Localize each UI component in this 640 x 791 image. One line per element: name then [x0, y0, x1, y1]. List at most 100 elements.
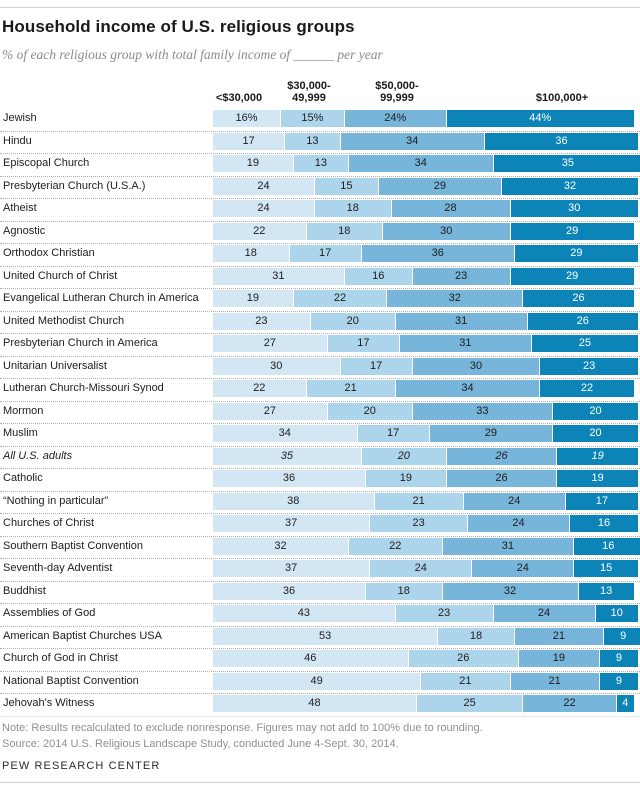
bar-segment: 29 — [510, 267, 634, 285]
bar-segment: 25 — [531, 335, 638, 352]
source-line: Source: 2014 U.S. Religious Landscape St… — [2, 738, 399, 750]
chart-row: American Baptist Churches USA 53 18 21 9 — [0, 627, 640, 651]
bar-segment: 16 — [574, 537, 640, 555]
bar-segment: 31 — [395, 312, 528, 330]
stacked-bar: 22 21 34 22 — [213, 380, 634, 397]
stacked-bar: 18 17 36 29 — [213, 245, 638, 262]
bar-segment: 48 — [213, 695, 417, 712]
row-label: United Church of Christ — [3, 269, 118, 282]
stacked-bar: 19 13 34 35 — [213, 155, 640, 172]
stacked-bar: 46 26 19 9 — [213, 650, 638, 667]
stacked-bar: 49 21 21 9 — [213, 672, 638, 690]
chart-subtitle: % of each religious group with total fam… — [2, 47, 383, 62]
bar-segment: 19 — [213, 290, 294, 307]
bar-segment: 22 — [213, 222, 307, 240]
top-divider — [0, 7, 640, 8]
chart-row: Churches of Christ 37 23 24 16 — [0, 515, 640, 538]
bar-segment: 29 — [378, 177, 502, 195]
bar-segment: 21 — [514, 627, 604, 645]
bar-segment: 36 — [361, 245, 515, 262]
chart-rows: Jewish 16% 15% 24% 44% Hindu 17 13 34 36 Episcopal… — [0, 110, 640, 718]
row-label: American Baptist Churches USA — [3, 629, 162, 642]
bar-segment: 17 — [565, 492, 638, 510]
chart-row: Muslim 34 17 29 20 — [0, 425, 640, 448]
row-label: Catholic — [3, 472, 43, 484]
bar-segment: 49 — [213, 672, 422, 690]
row-label: Presbyterian Church in America — [3, 337, 158, 349]
bar-segment: 21 — [374, 492, 464, 510]
row-label: Episcopal Church — [3, 157, 90, 169]
bar-segment: 19 — [366, 470, 447, 487]
bar-segment: 46 — [213, 650, 409, 667]
bar-segment: 22 — [349, 537, 443, 555]
bar-segment: 24 — [472, 560, 575, 577]
row-label: Seventh-day Adventist — [3, 562, 113, 574]
bar-segment: 29 — [429, 425, 553, 442]
stacked-bar: 22 18 30 29 — [213, 222, 634, 240]
bar-segment: 35 — [493, 155, 640, 172]
bar-segment: 43 — [213, 605, 396, 622]
row-label: Assemblies of God — [3, 607, 96, 619]
row-label: Unitarian Universalist — [3, 359, 107, 372]
stacked-bar: 36 18 32 13 — [213, 582, 634, 600]
bar-segment: 25 — [417, 695, 524, 712]
row-label: Agnostic — [3, 224, 46, 237]
bar-segment: 35 — [213, 447, 362, 465]
row-label: Evangelical Lutheran Church in America — [3, 292, 199, 304]
row-label: “Nothing in particular” — [3, 494, 109, 507]
bar-segment: 13 — [293, 155, 349, 172]
column-headers: <$30,000 $30,000- 49,999 $50,000- 99,999 $100… — [0, 78, 640, 104]
bar-segment: 37 — [213, 560, 371, 577]
row-label: Jewish — [3, 112, 37, 124]
bar-segment: 16 — [570, 515, 638, 532]
bar-segment: 9 — [599, 650, 638, 667]
stacked-bar: 19 22 32 26 — [213, 290, 634, 307]
bar-segment: 36 — [213, 582, 366, 600]
chart-row: Catholic 36 19 26 19 — [0, 470, 640, 493]
bar-segment: 20 — [310, 312, 396, 330]
bar-segment: 24 — [213, 200, 315, 217]
bar-segment: 9 — [599, 672, 638, 690]
bar-segment: 18 — [315, 200, 392, 217]
chart-row: Jewish 16% 15% 24% 44% — [0, 110, 640, 133]
chart-row: Jehovah's Witness 48 25 22 4 — [0, 695, 640, 718]
bar-segment: 30 — [510, 200, 638, 217]
chart-row: Atheist 24 18 28 30 — [0, 200, 640, 223]
row-label: Southern Baptist Convention — [3, 539, 144, 552]
stacked-bar: 48 25 22 4 — [213, 695, 634, 712]
bar-segment: 24 — [493, 605, 596, 622]
bar-segment: 26 — [446, 447, 558, 465]
stacked-bar: 24 15 29 32 — [213, 177, 638, 195]
bar-segment: 20 — [361, 447, 447, 465]
row-label: Lutheran Church-Missouri Synod — [3, 382, 164, 394]
bar-segment: 20 — [553, 425, 638, 442]
bar-segment: 18 — [438, 627, 515, 645]
column-header: $30,000- 49,999 — [287, 80, 331, 104]
chart-row: United Church of Christ 31 16 23 29 — [0, 267, 640, 291]
bar-segment: 26 — [408, 650, 519, 667]
chart-row: Presbyterian Church in America 27 17 31 25 — [0, 335, 640, 358]
bar-segment: 30 — [213, 357, 341, 375]
bar-segment: 17 — [340, 357, 413, 375]
bar-segment: 31 — [213, 267, 345, 285]
bar-segment: 15% — [281, 110, 345, 127]
chart-row: Seventh-day Adventist 37 24 24 15 — [0, 560, 640, 583]
bar-segment: 29 — [514, 245, 638, 262]
bar-segment: 15 — [574, 560, 638, 577]
chart-row: Buddhist 36 18 32 13 — [0, 582, 640, 606]
bar-segment: 38 — [213, 492, 375, 510]
bar-segment: 24 — [213, 177, 315, 195]
bar-segment: 26 — [523, 290, 634, 307]
bar-segment: 18 — [213, 245, 290, 262]
bar-segment: 24 — [463, 492, 566, 510]
bar-segment: 20 — [327, 402, 413, 420]
stacked-bar: 17 13 34 36 — [213, 132, 638, 150]
bar-segment: 23 — [395, 605, 494, 622]
bar-segment: 31 — [442, 537, 575, 555]
bar-segment: 15 — [315, 177, 379, 195]
bar-segment: 24 — [468, 515, 570, 532]
bar-segment: 29 — [510, 222, 634, 240]
stacked-bar: 32 22 31 16 — [213, 537, 640, 555]
bar-segment: 18 — [366, 582, 443, 600]
